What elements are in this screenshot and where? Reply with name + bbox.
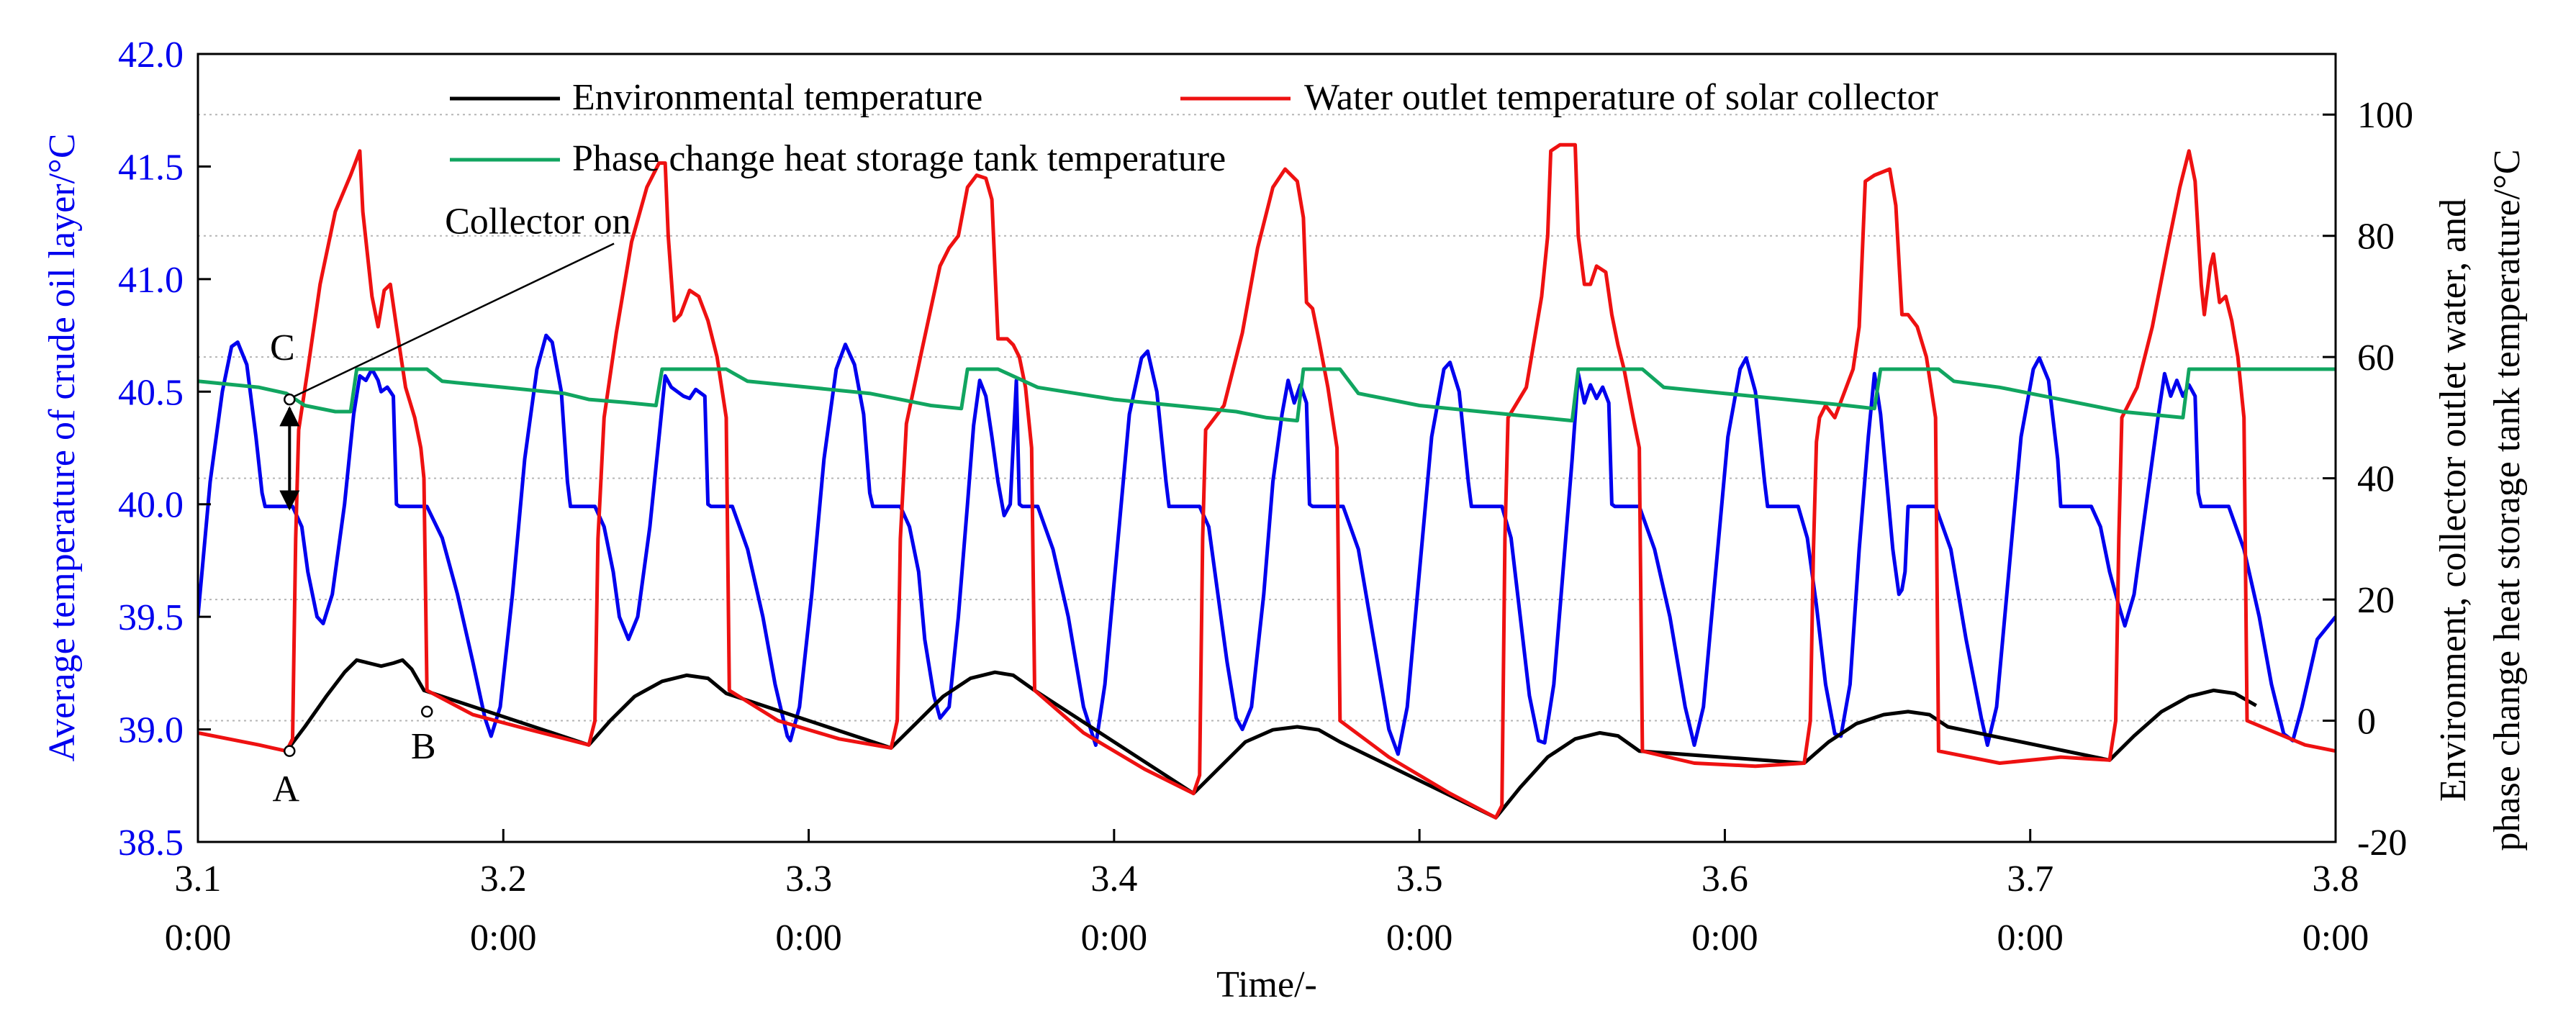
series-line-3	[198, 367, 2336, 423]
point-a-label: A	[273, 769, 300, 810]
y-left-tick-label: 42.0	[118, 35, 184, 76]
x-axis-title: Time/-	[1216, 964, 1317, 1005]
series-line-0	[198, 333, 2336, 756]
y-left-tick-label: 41.5	[118, 147, 184, 188]
annotations: Collector on A B C	[270, 201, 631, 810]
x-axis: 3.1 0:00 3.2 0:00 3.3 0:00 3.4 0:00 3.5 0:00 3.6 0:…	[165, 829, 2369, 959]
y-left-tick-label: 40.5	[118, 372, 184, 413]
x-tick-sublabel: 0:00	[775, 917, 841, 959]
x-tick-sublabel: 0:00	[1081, 917, 1147, 959]
y-right-tick-label: 40	[2357, 459, 2395, 500]
legend-label-storage-tank: Phase change heat storage tank temperatu…	[572, 138, 1226, 179]
y-left-tick-label: 39.0	[118, 710, 184, 751]
legend-label-environmental: Environmental temperature	[572, 77, 982, 118]
y-left-tick-label: 39.5	[118, 597, 184, 638]
x-tick-sublabel: 0:00	[2302, 917, 2369, 959]
y-right-tick-label: 60	[2357, 337, 2395, 379]
x-tick-sublabel: 0:00	[1386, 917, 1452, 959]
y-axis-left: 38.5 39.0 39.5 40.0 40.5 41.0 41.5 42.0	[118, 35, 211, 864]
y-right-tick-label: 20	[2357, 580, 2395, 621]
point-c-label: C	[270, 327, 295, 368]
x-tick-label: 3.3	[785, 858, 832, 900]
point-b-marker	[420, 705, 433, 718]
y-left-tick-label: 41.0	[118, 260, 184, 301]
y-axis-left-title: Average temperature of crude oil layer/°…	[42, 133, 83, 761]
x-tick-label: 3.8	[2313, 858, 2359, 900]
x-tick-sublabel: 0:00	[165, 917, 231, 959]
series-group	[198, 142, 2336, 820]
x-tick-sublabel: 0:00	[470, 917, 536, 959]
y-right-tick-label: -20	[2357, 823, 2407, 864]
x-tick-label: 3.2	[480, 858, 527, 900]
x-tick-label: 3.5	[1396, 858, 1443, 900]
series-line-1	[285, 658, 2257, 820]
y-axis-right-title-line2: phase change heat storage tank temperatu…	[2487, 149, 2528, 851]
x-tick-label: 3.7	[2007, 858, 2053, 900]
collector-on-leader-line	[293, 243, 615, 398]
y-axis-right-title-line1: Environment, collector outlet water, and	[2433, 199, 2474, 802]
y-left-tick-label: 40.0	[118, 485, 184, 526]
legend-label-collector-outlet: Water outlet temperature of solar collec…	[1304, 77, 1938, 118]
x-tick-label: 3.4	[1090, 858, 1137, 900]
x-tick-sublabel: 0:00	[1997, 917, 2063, 959]
point-b-label: B	[411, 726, 436, 767]
y-right-tick-label: 100	[2357, 95, 2413, 136]
x-tick-label: 3.1	[175, 858, 222, 900]
x-tick-label: 3.6	[1701, 858, 1748, 900]
y-right-tick-label: 80	[2357, 217, 2395, 258]
series-line-2	[198, 142, 2336, 820]
point-a-marker	[284, 745, 296, 757]
collector-on-label: Collector on	[445, 201, 631, 243]
plot-frame	[196, 53, 2337, 843]
y-axis-right: -20 0 20 40 60 80 100	[2323, 95, 2413, 864]
y-left-tick-label: 38.5	[118, 823, 184, 864]
legend: Environmental temperature Water outlet t…	[450, 77, 1938, 179]
y-right-tick-label: 0	[2357, 702, 2376, 743]
point-c-marker	[284, 393, 296, 406]
x-tick-sublabel: 0:00	[1691, 917, 1758, 959]
